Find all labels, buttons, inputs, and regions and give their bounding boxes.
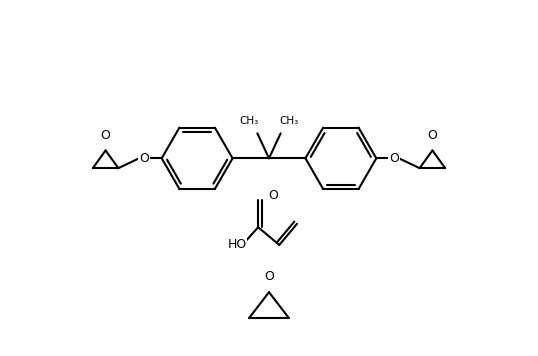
Text: O: O — [101, 129, 110, 142]
Text: O: O — [264, 270, 274, 283]
Text: O: O — [428, 129, 437, 142]
Text: O: O — [389, 152, 399, 165]
Text: O: O — [268, 189, 278, 202]
Text: CH₃: CH₃ — [240, 116, 259, 126]
Text: O: O — [139, 152, 149, 165]
Text: CH₃: CH₃ — [279, 116, 298, 126]
Text: HO: HO — [228, 239, 247, 251]
